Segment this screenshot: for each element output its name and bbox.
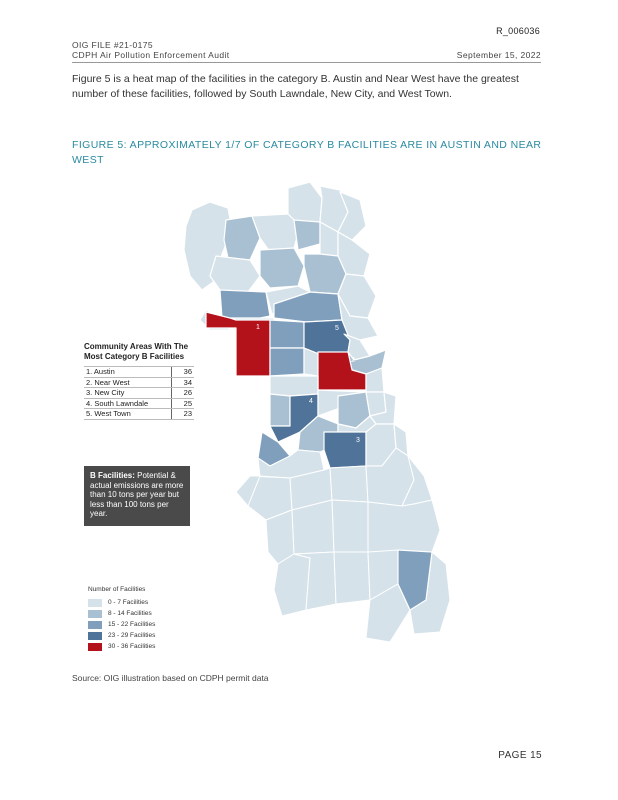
ranking-name: 3. New City (84, 387, 172, 399)
map-label-new-city: 3 (356, 437, 360, 444)
map-area-morgan-park (293, 551, 337, 611)
map-area-sw-1 (269, 393, 291, 427)
legend-label: 8 - 14 Facilities (108, 610, 152, 617)
callout-label: B Facilities: (90, 471, 135, 480)
legend-item: 8 - 14 Facilities (88, 608, 155, 619)
legend-label: 0 - 7 Facilities (108, 599, 149, 606)
map-area-roseland (333, 551, 371, 605)
page-number: PAGE 15 (498, 750, 542, 761)
legend-item: 0 - 7 Facilities (88, 597, 155, 608)
map-area-far-south-1 (265, 509, 295, 565)
legend-swatch (88, 642, 102, 651)
map-area-north-6 (293, 219, 321, 251)
map-area-midway (235, 475, 261, 507)
table-row: 4. South Lawndale 25 (84, 398, 194, 409)
ranking-count: 25 (171, 398, 194, 409)
figure-title: FIGURE 5: APPROXIMATELY 1/7 OF CATEGORY … (72, 139, 542, 166)
map-area-north-5 (251, 213, 301, 253)
callout-text: Potential & actual emissions are more th… (90, 471, 184, 518)
legend-title: Number of Facilities (88, 586, 146, 593)
map-area-nw-1 (219, 289, 271, 321)
ranking-name: 4. South Lawndale (84, 398, 172, 409)
header-rule (72, 62, 541, 63)
legend-item: 23 - 29 Facilities (88, 630, 155, 641)
table-row: 3. New City 26 (84, 387, 194, 399)
bates-number: R_006036 (496, 26, 540, 36)
ranking-count: 34 (171, 377, 194, 388)
ranking-count: 26 (171, 387, 194, 399)
legend-label: 15 - 22 Facilities (108, 621, 156, 628)
table-row: 5. West Town 23 (84, 408, 194, 420)
map-area-unorth-3 (303, 253, 347, 295)
source-note: Source: OIG illustration based on CDPH p… (72, 673, 269, 683)
legend-swatch (88, 598, 102, 607)
ranking-title: Community Areas With The Most Category B… (84, 342, 189, 361)
table-row: 1. Austin 36 (84, 366, 194, 378)
doc-date: September 15, 2022 (456, 50, 541, 60)
ranking-table: 1. Austin 36 2. Near West 34 3. New City… (84, 366, 194, 420)
legend-item: 30 - 36 Facilities (88, 641, 155, 652)
table-row: 2. Near West 34 (84, 377, 194, 388)
file-number: OIG FILE #21-0175 (72, 40, 153, 50)
ranking-name: 5. West Town (84, 408, 172, 420)
map-label-austin: 1 (256, 324, 260, 331)
map-area-lawndale (269, 375, 319, 397)
legend-label: 30 - 36 Facilities (108, 643, 156, 650)
running-header: CDPH Air Pollution Enforcement Audit Sep… (72, 50, 541, 60)
map-area-unorth-1 (209, 255, 261, 293)
map-area-austin (205, 311, 271, 377)
ranking-count: 23 (171, 408, 194, 420)
map-label-near-west: 2 (351, 357, 355, 364)
map-legend: Number of Facilities 0 - 7 Facilities 8 … (88, 586, 155, 652)
ranking-name: 1. Austin (84, 366, 172, 378)
legend-swatch (88, 620, 102, 629)
map-area-riverdale (365, 583, 411, 643)
legend-swatch (88, 609, 102, 618)
legend-item: 15 - 22 Facilities (88, 619, 155, 630)
intro-paragraph: Figure 5 is a heat map of the facilities… (72, 73, 519, 100)
map-label-south-lawndale: 4 (309, 398, 313, 405)
map-area-far-south-2 (291, 499, 335, 555)
chicago-heat-map: 1 2 3 4 5 (183, 181, 451, 643)
ranking-count: 36 (171, 366, 194, 378)
map-label-west-town: 5 (335, 325, 339, 332)
ranking-name: 2. Near West (84, 377, 172, 388)
doc-title: CDPH Air Pollution Enforcement Audit (72, 50, 230, 60)
map-area-mt-greenwood (273, 553, 311, 617)
map-area-unorth-2 (259, 247, 305, 289)
legend-label: 23 - 29 Facilities (108, 632, 156, 639)
ranking-box: Community Areas With The Most Category B… (84, 342, 196, 420)
map-area-south-1 (329, 465, 369, 503)
definition-callout: B Facilities: Potential & actual emissio… (84, 466, 190, 526)
map-area-hermosa (269, 319, 305, 349)
map-area-far-south-4 (367, 499, 441, 553)
legend-swatch (88, 631, 102, 640)
map-area-far-south-3 (331, 499, 369, 553)
map-area-humboldt (269, 347, 305, 377)
map-area-south-deering (397, 549, 433, 611)
